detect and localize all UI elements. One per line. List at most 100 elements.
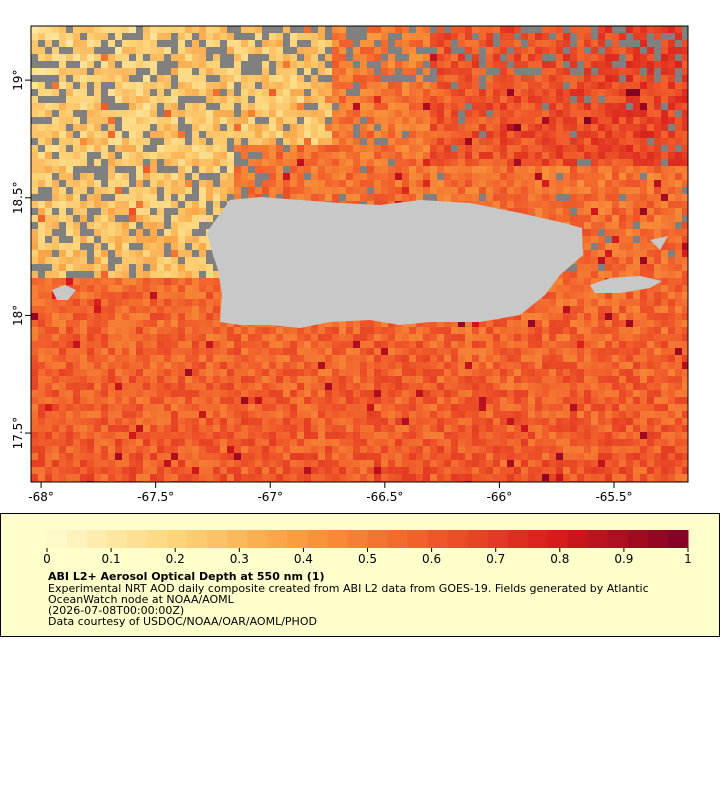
pixel — [584, 124, 591, 131]
pixel — [157, 82, 164, 89]
pixel — [570, 320, 577, 327]
pixel — [661, 75, 668, 82]
pixel — [164, 152, 171, 159]
pixel — [381, 390, 388, 397]
pixel — [654, 131, 661, 138]
pixel — [374, 390, 381, 397]
pixel — [94, 271, 101, 278]
pixel — [584, 229, 591, 236]
pixel — [52, 243, 59, 250]
pixel — [269, 145, 276, 152]
pixel — [129, 369, 136, 376]
pixel — [136, 334, 143, 341]
pixel — [129, 40, 136, 47]
pixel — [507, 166, 514, 173]
pixel — [675, 75, 682, 82]
pixel — [598, 96, 605, 103]
pixel — [458, 341, 465, 348]
pixel — [626, 299, 633, 306]
pixel — [381, 117, 388, 124]
pixel — [682, 320, 688, 327]
pixel — [38, 187, 45, 194]
pixel — [66, 264, 73, 271]
pixel — [451, 117, 458, 124]
pixel — [143, 194, 150, 201]
pixel — [38, 180, 45, 187]
pixel — [283, 376, 290, 383]
pixel — [276, 117, 283, 124]
pixel — [570, 201, 577, 208]
pixel — [136, 47, 143, 54]
pixel — [381, 110, 388, 117]
pixel — [542, 68, 549, 75]
pixel — [409, 166, 416, 173]
pixel — [542, 201, 549, 208]
pixel — [185, 299, 192, 306]
pixel — [59, 82, 66, 89]
pixel — [423, 390, 430, 397]
pixel — [94, 334, 101, 341]
pixel — [409, 61, 416, 68]
pixel — [73, 320, 80, 327]
pixel — [206, 33, 213, 40]
pixel — [535, 47, 542, 54]
pixel — [556, 54, 563, 61]
pixel — [556, 215, 563, 222]
pixel — [339, 26, 346, 33]
pixel — [276, 103, 283, 110]
pixel — [612, 75, 619, 82]
pixel — [668, 355, 675, 362]
pixel — [514, 138, 521, 145]
pixel — [584, 96, 591, 103]
pixel — [360, 89, 367, 96]
pixel — [430, 54, 437, 61]
pixel — [549, 201, 556, 208]
pixel — [136, 299, 143, 306]
pixel — [549, 124, 556, 131]
pixel — [633, 47, 640, 54]
pixel — [675, 390, 682, 397]
pixel — [500, 75, 507, 82]
pixel — [276, 180, 283, 187]
pixel — [647, 33, 654, 40]
pixel — [45, 82, 52, 89]
pixel — [605, 180, 612, 187]
pixel — [269, 124, 276, 131]
pixel — [45, 103, 52, 110]
pixel — [276, 26, 283, 33]
pixel — [248, 124, 255, 131]
pixel — [150, 215, 157, 222]
pixel — [206, 166, 213, 173]
pixel — [472, 96, 479, 103]
pixel — [458, 390, 465, 397]
pixel — [577, 194, 584, 201]
pixel — [80, 208, 87, 215]
pixel — [647, 250, 654, 257]
pixel — [563, 152, 570, 159]
pixel — [220, 334, 227, 341]
pixel — [101, 222, 108, 229]
pixel — [451, 54, 458, 61]
pixel — [647, 201, 654, 208]
pixel — [59, 75, 66, 82]
pixel — [185, 208, 192, 215]
pixel — [535, 320, 542, 327]
pixel — [122, 306, 129, 313]
pixel — [101, 166, 108, 173]
pixel — [535, 376, 542, 383]
pixel — [423, 194, 430, 201]
pixel — [220, 383, 227, 390]
pixel — [262, 96, 269, 103]
pixel — [157, 124, 164, 131]
pixel — [66, 82, 73, 89]
pixel — [444, 166, 451, 173]
pixel — [570, 180, 577, 187]
pixel — [612, 173, 619, 180]
pixel — [346, 33, 353, 40]
pixel — [619, 341, 626, 348]
pixel — [626, 327, 633, 334]
pixel — [682, 208, 688, 215]
pixel — [479, 117, 486, 124]
pixel — [514, 152, 521, 159]
pixel — [521, 355, 528, 362]
